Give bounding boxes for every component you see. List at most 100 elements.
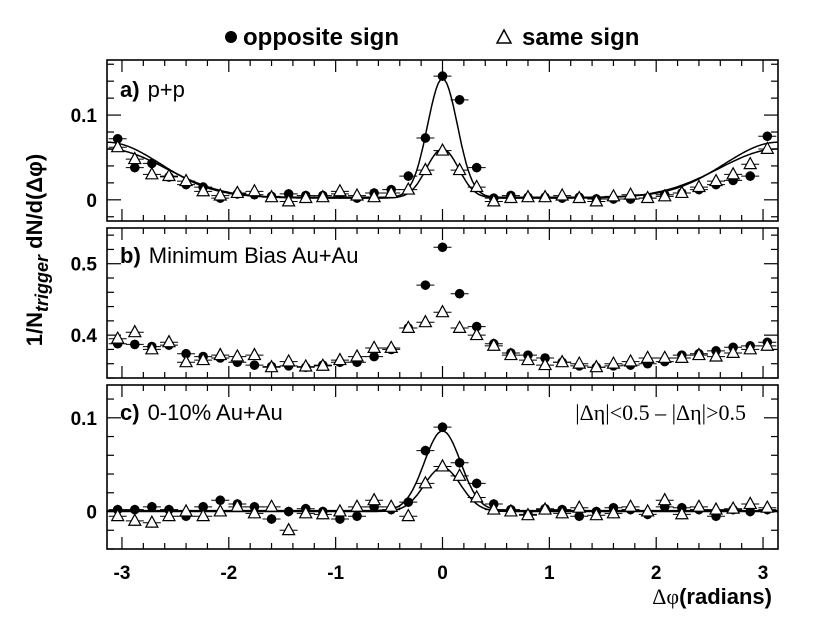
data-point-same-sign (384, 498, 399, 512)
data-point-same-sign (332, 503, 347, 517)
data-point-same-sign (503, 347, 518, 361)
data-point-same-sign (298, 190, 313, 204)
data-point-same-sign (726, 345, 741, 358)
data-point-same-sign (709, 173, 724, 187)
data-point-same-sign (264, 359, 279, 373)
x-tick-label: 3 (758, 563, 769, 584)
data-point-same-sign (350, 348, 365, 362)
data-point-opposite-sign (454, 95, 465, 105)
panel-a: 00.1 a) p+p (71, 59, 779, 222)
data-point-same-sign (281, 193, 296, 207)
data-point-same-sign (127, 151, 142, 165)
data-point-same-sign (486, 501, 501, 515)
panel-a-points (108, 71, 777, 207)
data-point-same-sign (486, 193, 501, 207)
data-point-same-sign (367, 189, 382, 203)
data-point-same-sign (623, 186, 638, 200)
x-axis-title-phi: Δφ (652, 584, 679, 609)
data-point-same-sign (144, 514, 159, 528)
data-point-opposite-sign (745, 171, 756, 181)
x-tick-label: -3 (114, 563, 131, 584)
data-point-same-sign (332, 352, 347, 366)
data-point-same-sign (709, 501, 724, 515)
data-point-same-sign (589, 507, 604, 521)
y-axis-title: 1/Ntrigger dN/d(Δφ) (22, 154, 52, 346)
data-point-same-sign (503, 503, 518, 517)
data-point-opposite-sign (471, 478, 482, 489)
data-point-same-sign (435, 458, 450, 472)
data-point-same-sign (230, 348, 245, 362)
data-point-same-sign (469, 489, 484, 503)
data-point-same-sign (743, 156, 758, 170)
y-tick-label: 0.4 (71, 326, 98, 347)
data-point-same-sign (315, 506, 330, 520)
data-point-same-sign (726, 500, 741, 514)
data-point-same-sign (469, 327, 484, 341)
data-point-opposite-sign (335, 514, 345, 524)
y-axis-title-sub: trigger (32, 254, 52, 312)
data-point-same-sign (589, 193, 604, 207)
data-point-opposite-sign (437, 71, 448, 81)
data-point-opposite-sign (437, 422, 448, 432)
x-tick-label: -1 (327, 563, 344, 584)
data-point-same-sign (332, 183, 347, 197)
data-point-opposite-sign (147, 158, 157, 169)
data-point-same-sign (709, 348, 724, 362)
data-point-same-sign (384, 185, 399, 199)
data-point-same-sign (350, 187, 365, 201)
data-point-opposite-sign (215, 495, 226, 506)
data-point-opposite-sign (437, 242, 448, 253)
data-point-same-sign (640, 350, 655, 363)
data-point-opposite-sign (129, 162, 140, 173)
data-point-same-sign (726, 166, 741, 180)
data-point-same-sign (110, 330, 125, 344)
data-point-same-sign (743, 341, 758, 355)
data-point-same-sign (435, 304, 450, 318)
data-point-same-sign (520, 352, 535, 366)
data-point-same-sign (606, 505, 621, 519)
x-tick-labels: -3 -2 -1 0 1 2 3 (114, 563, 769, 584)
data-point-same-sign (127, 324, 142, 338)
data-point-same-sign (247, 505, 262, 519)
panel-b-label: b) Minimum Bias Au+Au (120, 243, 358, 268)
data-point-same-sign (247, 347, 262, 361)
data-point-same-sign (520, 189, 535, 203)
fit-curve-same-sign (107, 148, 778, 199)
data-point-opposite-sign (129, 339, 140, 350)
panel-a-name: p+p (148, 77, 185, 102)
x-tick-label: 0 (437, 563, 448, 584)
data-point-opposite-sign (403, 497, 414, 507)
data-point-same-sign (196, 352, 211, 366)
data-point-same-sign (264, 498, 279, 512)
data-point-same-sign (555, 505, 570, 519)
data-point-same-sign (161, 508, 176, 522)
data-point-same-sign (179, 173, 194, 187)
data-point-same-sign (623, 353, 638, 367)
data-point-same-sign (367, 340, 382, 353)
data-point-same-sign (161, 334, 176, 348)
fit-curve-same-sign (107, 466, 778, 513)
panel-c-points (108, 422, 777, 536)
data-point-same-sign (640, 503, 655, 517)
data-point-same-sign (196, 508, 211, 522)
data-point-opposite-sign (471, 321, 482, 332)
data-point-same-sign (401, 320, 416, 333)
panel-c: 0 0.1 c) 0-10% Au+Au |Δη|<0.5 – |Δη|>0.5 (71, 384, 779, 550)
data-point-opposite-sign (147, 502, 157, 512)
data-point-same-sign (691, 498, 706, 512)
data-point-same-sign (469, 179, 484, 193)
data-point-same-sign (230, 185, 245, 199)
data-point-same-sign (589, 359, 604, 373)
data-point-same-sign (247, 183, 262, 197)
data-point-same-sign (418, 475, 433, 489)
data-point-opposite-sign (471, 162, 482, 173)
x-axis-title: Δφ(radians) (652, 584, 772, 609)
legend-label-opposite-sign: opposite sign (243, 24, 399, 51)
panel-a-curves (107, 77, 778, 199)
x-tick-label: 1 (544, 563, 555, 584)
x-tick-label: -2 (220, 563, 237, 584)
data-point-same-sign (691, 347, 706, 361)
panel-a-tag: a) (120, 77, 140, 102)
data-point-opposite-sign (762, 131, 773, 142)
data-point-same-sign (743, 496, 758, 510)
